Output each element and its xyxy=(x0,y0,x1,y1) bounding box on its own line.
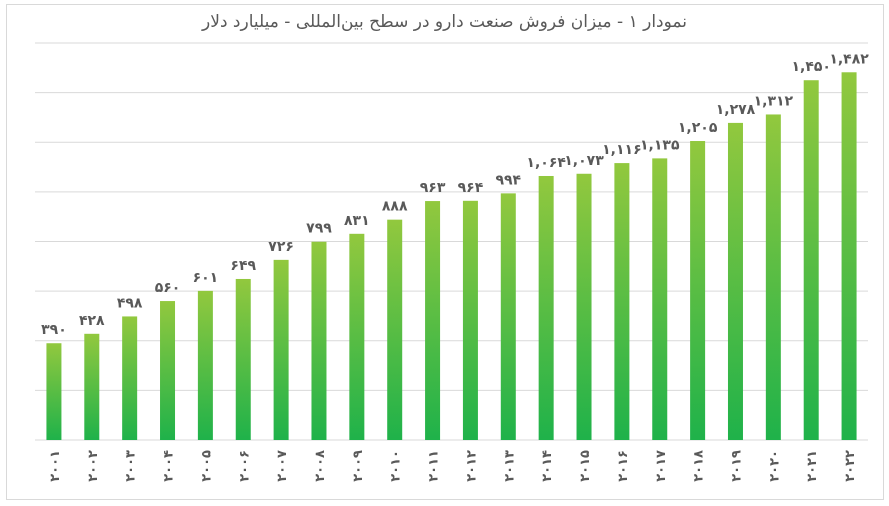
x-tick-label: ۲۰۰۶ xyxy=(237,450,252,482)
bar xyxy=(122,316,138,440)
bar xyxy=(803,80,819,440)
data-label: ۴۹۸ xyxy=(117,295,143,311)
x-tick-label: ۲۰۰۱ xyxy=(48,450,63,482)
bar xyxy=(273,259,289,440)
data-label: ۷۲۶ xyxy=(268,239,294,255)
bar xyxy=(690,141,706,440)
x-tick-label: ۲۰۰۸ xyxy=(313,450,328,482)
bar xyxy=(538,175,554,440)
data-label: ۱,۲۷۸ xyxy=(716,102,756,118)
x-tick-label: ۲۰۰۹ xyxy=(351,450,366,482)
data-label: ۴۲۸ xyxy=(79,313,105,329)
x-tick-label: ۲۰۱۲ xyxy=(464,450,479,482)
bar xyxy=(387,219,403,440)
bar xyxy=(576,173,592,440)
x-tick-label: ۲۰۱۴ xyxy=(540,450,555,482)
x-tick-label: ۲۰۱۸ xyxy=(692,450,707,482)
chart-title: نمودار ۱ - میزان فروش صنعت دارو در سطح ب… xyxy=(202,12,687,32)
data-label: ۱,۱۳۵ xyxy=(640,137,680,153)
x-tick-label: ۲۰۲۱ xyxy=(805,450,820,482)
data-label: ۱,۲۰۵ xyxy=(678,120,718,136)
bar xyxy=(462,200,478,440)
data-label: ۹۶۳ xyxy=(420,180,446,196)
data-label: ۱,۳۱۲ xyxy=(754,93,794,109)
x-tick-label: ۲۰۰۳ xyxy=(124,450,139,482)
bar xyxy=(84,333,100,440)
bar xyxy=(311,241,327,440)
x-tick-label: ۲۰۰۲ xyxy=(86,450,101,482)
data-label: ۸۳۱ xyxy=(344,213,370,229)
x-tick-label: ۲۰۱۶ xyxy=(616,450,631,482)
x-tick-label: ۲۰۰۷ xyxy=(275,450,290,482)
x-tick-label: ۲۰۰۴ xyxy=(162,450,177,482)
data-label: ۱,۰۷۳ xyxy=(564,153,604,169)
x-tick-label: ۲۰۲۲ xyxy=(843,450,858,482)
data-label: ۱,۰۶۴ xyxy=(526,155,566,171)
data-label: ۸۸۸ xyxy=(382,199,408,215)
x-tick-label: ۲۰۰۵ xyxy=(199,450,214,482)
data-label: ۶۰۱ xyxy=(193,270,219,286)
data-label: ۹۹۴ xyxy=(495,172,521,188)
x-tick-label: ۲۰۱۳ xyxy=(502,450,517,482)
bar xyxy=(46,343,62,440)
x-tick-label: ۲۰۱۰ xyxy=(389,450,404,482)
data-label: ۷۹۹ xyxy=(306,221,332,237)
bar xyxy=(614,163,630,440)
bar xyxy=(349,233,365,440)
data-label: ۳۹۰ xyxy=(41,322,67,338)
bar xyxy=(235,278,251,440)
x-tick-label: ۲۰۱۱ xyxy=(427,450,442,482)
bar xyxy=(841,72,857,440)
x-tick-label: ۲۰۲۰ xyxy=(767,450,782,482)
bar xyxy=(160,301,176,440)
bar xyxy=(500,193,516,440)
data-label: ۱,۴۸۲ xyxy=(829,51,869,67)
data-label: ۵۶۰ xyxy=(155,280,181,296)
x-tick-label: ۲۰۱۷ xyxy=(654,450,669,482)
data-label: ۱,۴۵۰ xyxy=(791,59,831,75)
bar xyxy=(652,158,668,441)
bar xyxy=(197,290,213,440)
bar xyxy=(765,114,781,441)
data-label: ۶۴۹ xyxy=(230,258,256,274)
x-tick-label: ۲۰۱۵ xyxy=(578,450,593,482)
bar xyxy=(727,122,743,441)
data-label: ۹۶۴ xyxy=(458,180,484,196)
data-label: ۱,۱۱۶ xyxy=(602,142,642,158)
bar xyxy=(425,201,441,440)
x-tick-label: ۲۰۱۹ xyxy=(729,450,744,482)
